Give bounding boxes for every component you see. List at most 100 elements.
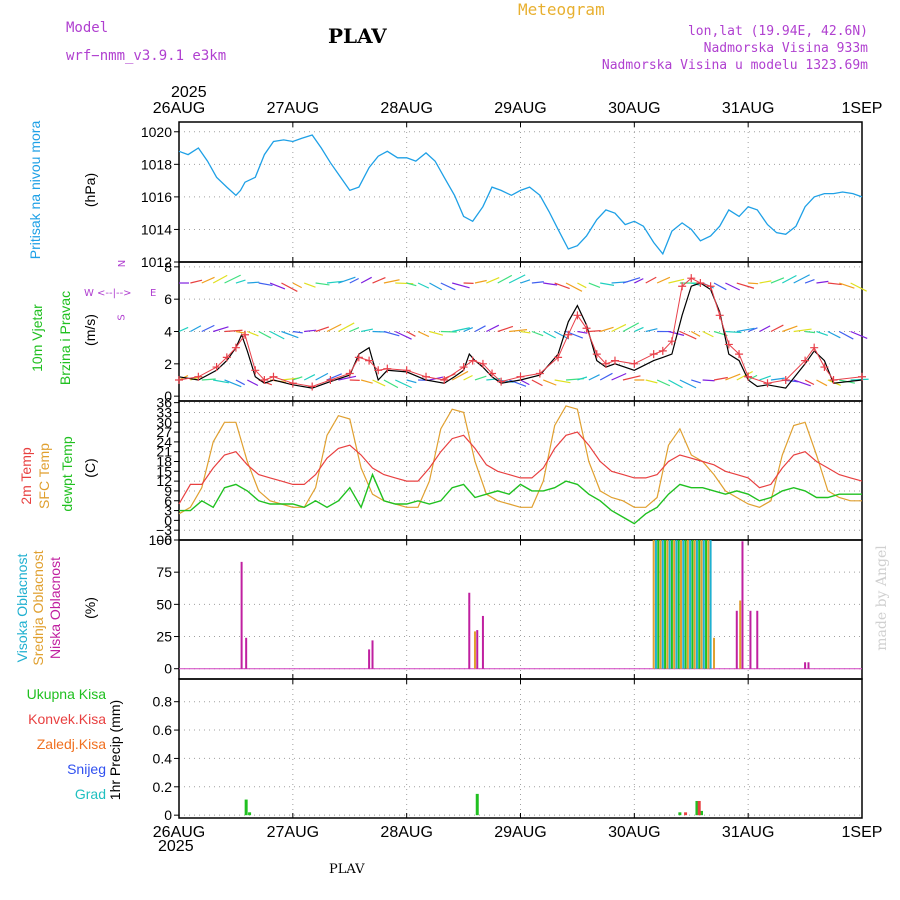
wind-gust-marker [658, 346, 667, 355]
wind-arrow [178, 326, 189, 333]
wind-arrow [212, 326, 229, 333]
wind-gust-marker [440, 375, 449, 384]
wind-arrow [804, 279, 815, 284]
ytick-label-temperature: 3 [164, 503, 172, 519]
wind-gust-marker [573, 311, 582, 320]
xlabel-top: 27AUG [267, 100, 319, 117]
wind-arrow [622, 277, 641, 284]
wind-arrow [668, 330, 685, 336]
wind-arrow [429, 282, 443, 291]
precip-legend-conv: Konvek.Kisa [28, 711, 106, 727]
wind-arrow [201, 378, 216, 381]
station-title: PLAV [328, 24, 387, 48]
xlabel-bottom: 29AUG [494, 824, 546, 841]
precip-bar [678, 812, 682, 816]
ytick-label-cloud: 50 [156, 596, 172, 612]
wind-arrow [770, 277, 785, 284]
xlabel-top: 31AUG [722, 100, 774, 117]
precip-legend-snow: Snijeg [67, 761, 106, 777]
xlabel-bottom: 1SEP [842, 824, 883, 841]
wind-arrow [281, 330, 299, 339]
wind-gust-marker [251, 366, 260, 375]
wind-arrow [201, 276, 215, 284]
wind-arrow [349, 277, 359, 284]
wind-gust-marker [564, 330, 573, 339]
ytick-label-cloud: 0 [164, 661, 172, 677]
meteogram-title: Meteogram [518, 0, 605, 19]
wind-arrow [656, 276, 671, 284]
wind-arrow [634, 326, 644, 333]
wind-arrow [224, 329, 243, 333]
wind-arrow [383, 379, 399, 389]
wind-arrow [702, 330, 714, 338]
wind-arrow [338, 375, 357, 381]
wind-gust-marker [222, 353, 231, 362]
wind-gust-marker [194, 372, 203, 381]
wind-arrow [201, 324, 215, 333]
wind-arrow [520, 330, 531, 334]
wind-arrow [782, 274, 797, 284]
precip-bar [475, 793, 479, 816]
wind-arrow [338, 276, 356, 284]
ytick-label-wind: 4 [164, 324, 172, 340]
wind-arrow [611, 372, 627, 381]
precip-legend-frz: Zaledj.Kisa [36, 736, 106, 752]
compass-w: W [84, 288, 94, 299]
wind-arrow [645, 328, 658, 333]
pressure-line [178, 134, 863, 256]
wind-arrow [292, 282, 302, 289]
ytick-label-wind: 2 [164, 356, 172, 372]
xlabel-top: 30AUG [608, 100, 660, 117]
wind-arrow [406, 330, 416, 337]
ytick-label-cloud: 100 [149, 532, 173, 548]
wind-gust-marker [326, 375, 335, 384]
wind-gust-marker [488, 369, 497, 378]
wind-arrow [326, 280, 343, 284]
wind-arrow [577, 330, 588, 334]
wind-arrow [839, 282, 855, 289]
wind-gust-marker [687, 274, 696, 283]
ytick-label-precipitation: 0.4 [153, 750, 173, 766]
wind-gust-marker [592, 350, 601, 359]
wind-arrow [326, 323, 342, 333]
ytick-label-precipitation: 0.8 [153, 694, 173, 710]
wind-arrow [440, 282, 456, 291]
wind-gust-marker [582, 324, 591, 333]
lonlat-text: lon,lat (19.94E, 42.6N) [687, 24, 868, 39]
wind-arrow [850, 330, 868, 340]
wind-gust-marker [345, 369, 354, 378]
wind-arrow [634, 278, 644, 284]
wind-arrow [748, 282, 759, 285]
xlabel-top: 1SEP [842, 100, 883, 117]
wind-arrow [440, 330, 457, 333]
wind-arrow [235, 279, 246, 284]
wind-arrow [816, 379, 828, 387]
wind-arrow [770, 324, 784, 333]
wind-arrow [725, 282, 741, 291]
wind-arrow [827, 282, 842, 286]
wind-arrow [383, 279, 400, 284]
wind-arrow [656, 379, 671, 387]
wind-arrow [668, 278, 685, 284]
wind-arrow [190, 325, 202, 333]
year-bottom: 2025 [158, 838, 194, 855]
wind-arrow [429, 330, 444, 336]
wind-arrow [247, 379, 259, 387]
wind-arrow [235, 330, 246, 334]
wind-arrow [486, 276, 500, 284]
wind-arrow [531, 379, 543, 387]
wind-arrow [577, 376, 588, 381]
ytick-label-pressure: 1018 [141, 156, 172, 172]
wind-arrow [292, 330, 303, 334]
altitude-text: Nadmorska Visina 933m [703, 41, 868, 56]
xlabel-top: 26AUG [153, 100, 205, 117]
precip-bar [248, 812, 252, 816]
wind-gust-marker [858, 372, 866, 381]
ytick-label-cloud: 25 [156, 629, 172, 645]
panel-frame-precipitation [178, 678, 863, 819]
wind-arrow [816, 330, 829, 336]
wind-gust-marker [649, 350, 658, 359]
wind-arrow [303, 374, 316, 381]
wind-arrow [292, 376, 303, 381]
